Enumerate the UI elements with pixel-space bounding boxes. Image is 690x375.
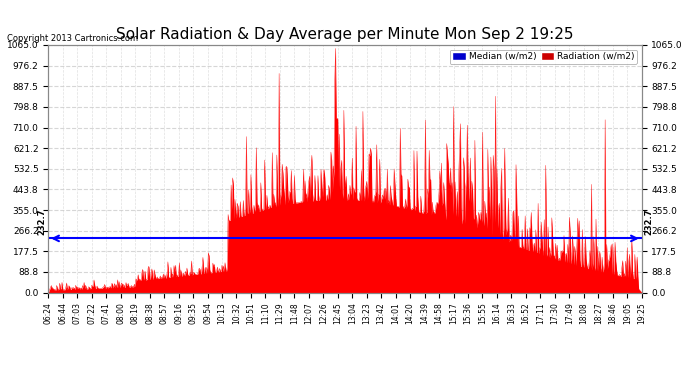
Text: 232.7: 232.7 [38, 209, 47, 235]
Text: 232.7: 232.7 [644, 209, 653, 235]
Text: Copyright 2013 Cartronics.com: Copyright 2013 Cartronics.com [7, 34, 138, 43]
Legend: Median (w/m2), Radiation (w/m2): Median (w/m2), Radiation (w/m2) [450, 50, 637, 64]
Title: Solar Radiation & Day Average per Minute Mon Sep 2 19:25: Solar Radiation & Day Average per Minute… [116, 27, 574, 42]
